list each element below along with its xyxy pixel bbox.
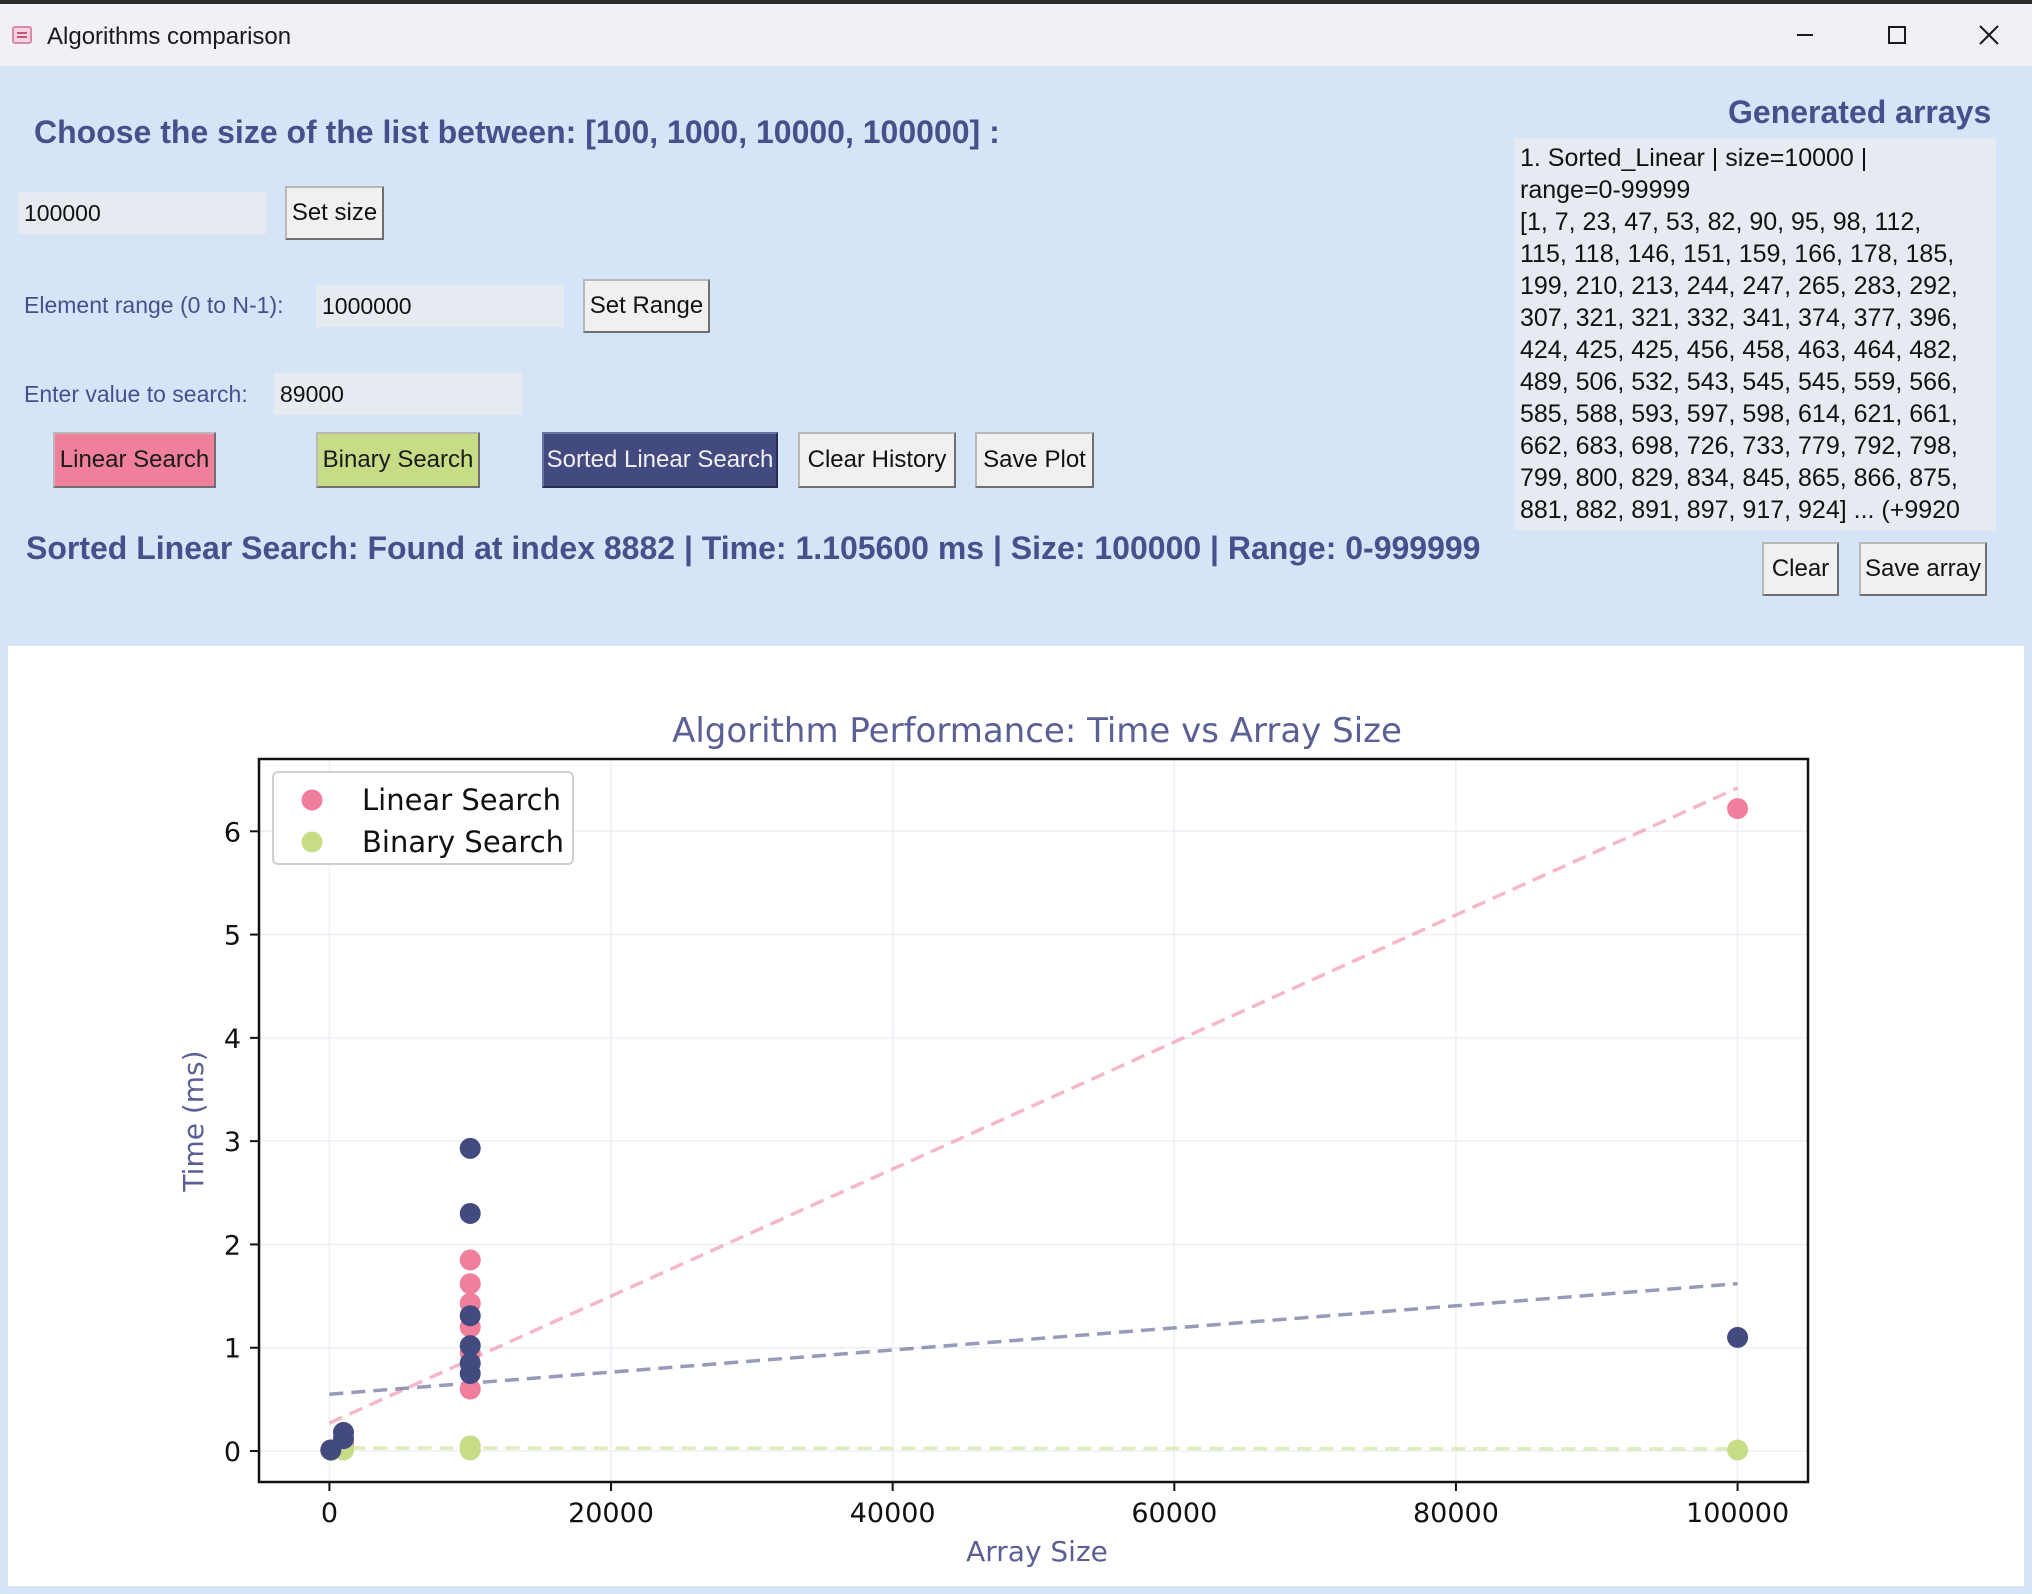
save-array-button[interactable]: Save array [1859,542,1987,596]
clear-arrays-button[interactable]: Clear [1762,542,1839,596]
generated-arrays-title: Generated arrays [1728,94,1992,130]
data-point [459,1305,481,1327]
data-point [1727,798,1749,820]
data-point [459,1335,481,1357]
y-axis-label: Time (ms) [177,1050,210,1192]
status-text: Sorted Linear Search: Found at index 888… [26,530,1481,566]
size-input[interactable] [18,192,266,234]
legend-marker [301,789,323,811]
range-input[interactable] [316,285,564,327]
binary-search-button[interactable]: Binary Search [316,432,480,488]
legend-label: Linear Search [362,783,561,817]
y-tick-label: 0 [224,1437,241,1468]
data-point [332,1421,354,1443]
y-tick-label: 4 [224,1024,241,1055]
x-tick-label: 0 [321,1498,338,1529]
y-tick-label: 2 [224,1230,241,1261]
data-point [459,1249,481,1271]
array-line: 307, 321, 321, 332, 341, 374, 377, 396, [1520,304,1958,332]
save-plot-button[interactable]: Save Plot [975,432,1094,488]
sorted-linear-search-button[interactable]: Sorted Linear Search [542,432,778,488]
legend-box [272,771,574,865]
linear-search-button[interactable]: Linear Search [53,432,216,488]
size-heading: Choose the size of the list between: [10… [34,114,1000,150]
array-line: 881, 882, 891, 897, 917, 924] ... (+9920 [1520,496,1960,524]
trend-line [329,1281,1738,1396]
data-point [459,1273,481,1295]
array-line: [1, 7, 23, 47, 53, 82, 90, 95, 98, 112, [1520,208,1922,236]
minimize-icon [1797,34,1813,36]
trend-line [328,786,1739,1425]
title-bar: Algorithms comparison [0,4,2032,66]
trend-line [329,1446,1738,1451]
x-tick-label: 40000 [850,1498,936,1529]
plot-frame [257,757,1810,1484]
data-point [459,1435,481,1457]
performance-chart: Algorithm Performance: Time vs Array Siz… [177,711,1810,1568]
data-point [459,1378,481,1400]
minimize-button[interactable] [1770,12,1840,58]
x-tick-label: 60000 [1131,1498,1217,1529]
generated-arrays-text[interactable]: 1. Sorted_Linear | size=10000 | range=0-… [1514,138,1996,530]
array-line: range=0-99999 [1520,176,1691,204]
y-tick-label: 5 [224,921,241,952]
y-tick-label: 1 [224,1334,241,1365]
array-line: 662, 683, 698, 726, 733, 779, 792, 798, [1520,432,1958,460]
array-line: 115, 118, 146, 151, 159, 166, 178, 185, [1520,240,1955,268]
search-input[interactable] [274,373,522,415]
x-tick-label: 100000 [1686,1498,1789,1529]
close-icon [1979,25,1999,45]
array-line: 799, 800, 829, 834, 845, 865, 866, 875, [1520,464,1958,492]
range-label: Element range (0 to N-1): [24,292,284,318]
legend-marker [301,831,323,853]
data-point [459,1352,481,1374]
close-button[interactable] [1954,12,2024,58]
app-icon [12,26,32,44]
window-title: Algorithms comparison [47,23,292,50]
clear-history-button[interactable]: Clear History [798,432,956,488]
data-point [459,1137,481,1159]
chart-panel: Algorithm Performance: Time vs Array Siz… [8,646,2024,1586]
array-line: 489, 506, 532, 543, 545, 545, 559, 566, [1520,368,1958,396]
array-line: 199, 210, 213, 244, 247, 265, 283, 292, [1520,272,1958,300]
y-tick-label: 6 [224,817,241,848]
x-tick-label: 20000 [568,1498,654,1529]
set-size-button[interactable]: Set size [285,186,384,240]
y-tick-label: 3 [224,1127,241,1158]
x-axis-label: Array Size [966,1535,1108,1568]
chart-title: Algorithm Performance: Time vs Array Siz… [672,711,1402,751]
data-point [1727,1439,1749,1461]
set-range-button[interactable]: Set Range [583,279,710,333]
maximize-button[interactable] [1862,12,1932,58]
array-line: 1. Sorted_Linear | size=10000 | [1520,144,1868,172]
maximize-icon [1888,26,1906,44]
array-line: 424, 425, 425, 456, 458, 463, 464, 482, [1520,336,1958,364]
array-line: 585, 588, 593, 597, 598, 614, 621, 661, [1520,400,1958,428]
x-tick-label: 80000 [1413,1498,1499,1529]
data-point [1727,1326,1749,1348]
search-label: Enter value to search: [24,381,248,407]
legend-label: Binary Search [362,825,564,859]
data-point [459,1202,481,1224]
